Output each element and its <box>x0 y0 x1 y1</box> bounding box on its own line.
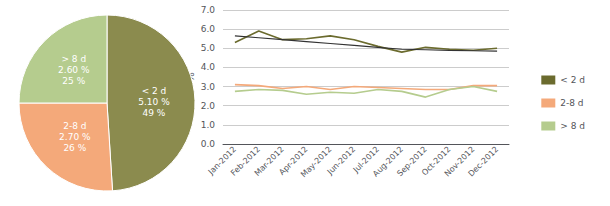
svg-text:Aug-2012: Aug-2012 <box>371 144 405 179</box>
svg-text:Apr-2012: Apr-2012 <box>277 144 310 177</box>
svg-text:Oct-2012: Oct-2012 <box>420 144 453 178</box>
svg-text:Sep-2012: Sep-2012 <box>395 144 429 179</box>
svg-text:4.0: 4.0 <box>201 62 216 72</box>
svg-text:5.0: 5.0 <box>201 43 216 53</box>
svg-text:Jul-2012: Jul-2012 <box>351 144 382 175</box>
svg-text:25 %: 25 % <box>62 76 85 86</box>
svg-text:Dec-2012: Dec-2012 <box>467 145 501 179</box>
svg-text:2.60 %: 2.60 % <box>58 65 90 75</box>
svg-text:26 %: 26 % <box>63 143 86 153</box>
svg-text:49 %: 49 % <box>143 108 166 118</box>
svg-text:< 2 d: < 2 d <box>142 86 167 96</box>
svg-text:2.0: 2.0 <box>201 101 216 111</box>
svg-text:2-8 d: 2-8 d <box>560 98 583 108</box>
svg-text:Feb-2012: Feb-2012 <box>229 144 262 178</box>
svg-text:3.0: 3.0 <box>201 82 216 92</box>
svg-text:2.70 %: 2.70 % <box>59 132 91 142</box>
svg-text:Nov-2012: Nov-2012 <box>442 144 477 179</box>
svg-text:5.10 %: 5.10 % <box>138 97 170 107</box>
svg-text:1.0: 1.0 <box>201 120 216 130</box>
svg-text:6.0: 6.0 <box>201 24 216 34</box>
svg-text:2-8 d: 2-8 d <box>63 121 86 131</box>
svg-text:May-2012: May-2012 <box>299 144 334 180</box>
svg-text:> 8 d: > 8 d <box>61 54 86 64</box>
svg-text:< 2 d: < 2 d <box>560 75 585 85</box>
svg-text:7.0: 7.0 <box>201 5 216 15</box>
svg-text:Jun-2012: Jun-2012 <box>325 145 357 177</box>
svg-text:Jan-2012: Jan-2012 <box>206 144 239 177</box>
svg-text:Mar-2012: Mar-2012 <box>252 144 286 178</box>
svg-text:0.0: 0.0 <box>201 139 216 149</box>
svg-text:> 8 d: > 8 d <box>560 121 585 131</box>
